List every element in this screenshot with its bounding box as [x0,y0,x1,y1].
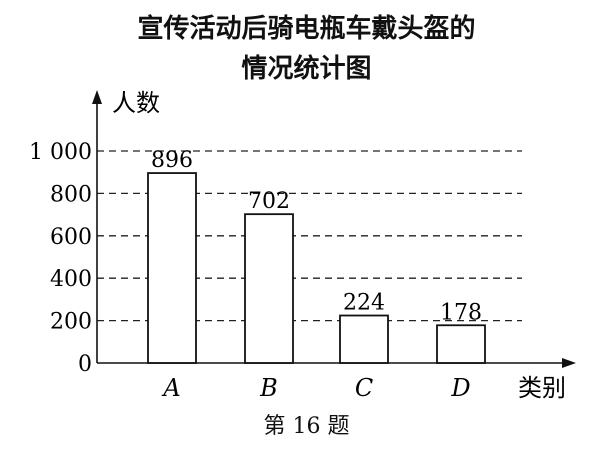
y-axis-label: 人数 [112,89,160,117]
x-tick-label: B [259,374,278,402]
bar-B [244,213,294,364]
y-tick-label: 400 [50,267,92,292]
y-tick-label: 600 [50,225,92,250]
x-tick-label: A [161,374,180,402]
chart-title-line-2: 情况统计图 [241,54,372,84]
data-label: 224 [343,291,385,316]
bar-A [147,172,197,364]
y-tick-label: 800 [50,182,92,207]
figure-caption: 第 16 题 [263,414,350,439]
y-tick-label: 1 000 [29,140,92,165]
y-tick-label: 0 [78,352,92,377]
x-tick-label: D [450,374,470,402]
y-tick-label: 200 [50,310,92,335]
x-axis-arrow [562,358,576,368]
chart-title-line-1: 宣传活动后骑电瓶车戴头盔的 [137,14,476,44]
bar-C [339,314,389,364]
data-label: 702 [248,189,290,214]
y-axis-arrow [92,90,102,104]
x-axis-label: 类别 [518,374,566,402]
x-tick-label: C [355,374,373,402]
data-label: 178 [440,300,482,325]
data-label: 896 [151,148,193,173]
bar-D [436,324,486,364]
